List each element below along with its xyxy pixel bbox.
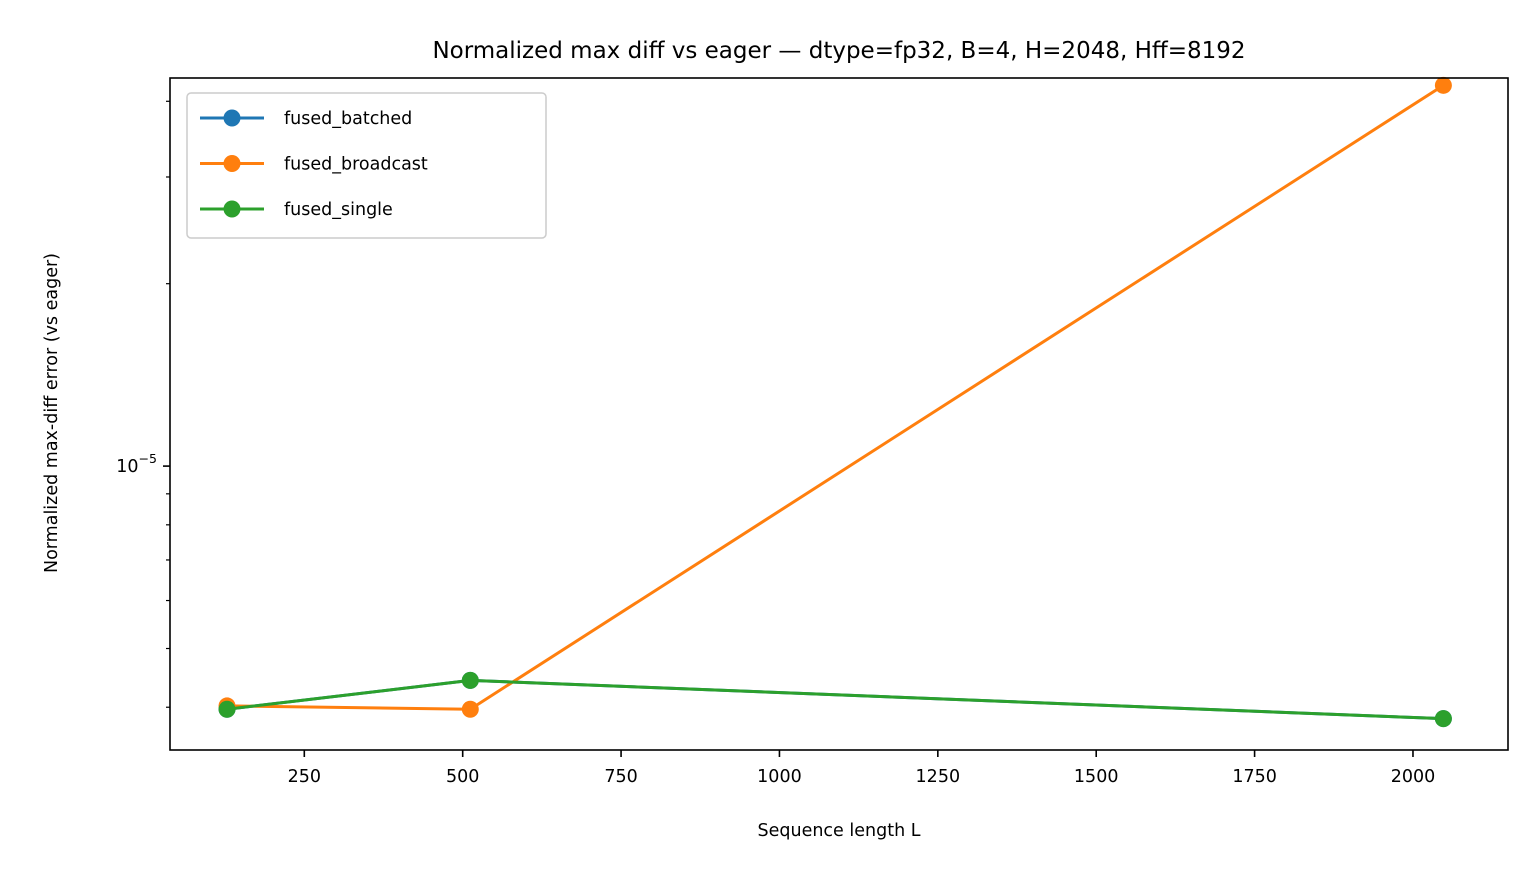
legend-label: fused_single <box>284 200 393 220</box>
y-axis-label: Normalized max-diff error (vs eager) <box>42 253 62 573</box>
x-tick-label: 1000 <box>757 767 802 787</box>
data-point-fused_single-0 <box>218 700 236 718</box>
x-tick-label: 2000 <box>1391 767 1436 787</box>
legend: fused_batched fused_broadcast fused_single <box>186 92 547 239</box>
x-tick-label: 500 <box>446 767 479 787</box>
x-tick-label: 1250 <box>916 767 961 787</box>
series-line-fused_single <box>226 678 1444 721</box>
x-tick-label: 750 <box>604 767 637 787</box>
data-point-fused_single-2 <box>1434 710 1452 728</box>
legend-marker-fused_broadcast <box>223 155 241 172</box>
legend-box <box>186 92 547 239</box>
plot-frame <box>169 77 1509 751</box>
x-axis-label: Sequence length L <box>758 821 921 841</box>
data-point-fused_broadcast-2 <box>1434 76 1452 94</box>
legend-label: fused_broadcast <box>284 155 428 175</box>
plot-area <box>218 76 1452 728</box>
x-tick-label: 250 <box>288 767 321 787</box>
chart-title: Normalized max diff vs eager — dtype=fp3… <box>432 38 1245 64</box>
data-point-fused_broadcast-1 <box>461 700 479 718</box>
x-tick-label: 1500 <box>1074 767 1119 787</box>
legend-marker-fused_batched <box>223 109 241 127</box>
y-tick-label: 10−5 <box>116 451 157 477</box>
x-tick-label: 1750 <box>1232 767 1277 787</box>
legend-marker-fused_single <box>223 200 241 218</box>
legend-label: fused_batched <box>284 109 412 129</box>
axes: 250 500 750 1000 1250 1500 1750 2000 10−5 <box>116 77 1509 787</box>
data-point-fused_single-1 <box>461 671 479 689</box>
